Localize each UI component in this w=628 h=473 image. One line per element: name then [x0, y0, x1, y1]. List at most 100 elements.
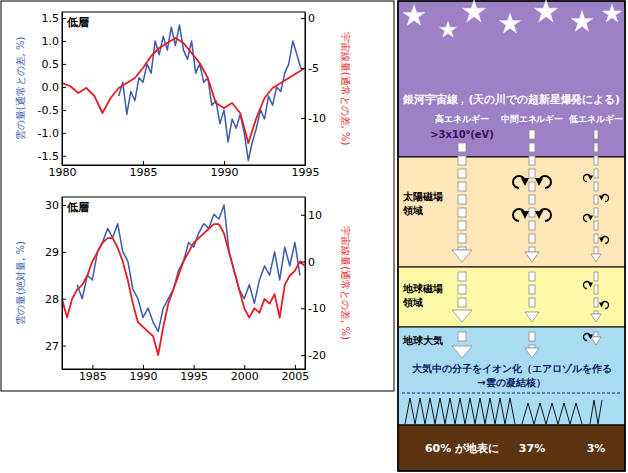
x-tick-label: 2000 [231, 370, 259, 383]
y2-tick-mark [301, 18, 305, 19]
ray-segment [458, 285, 466, 294]
x-tick-label: 1985 [130, 166, 158, 179]
deflected-particle [584, 334, 591, 341]
column-label: 低エネルギー [568, 114, 623, 124]
y2-axis-line [305, 198, 306, 370]
ray-segment [594, 156, 598, 165]
y2-tick-mark [301, 215, 305, 216]
y-tick: -1.0 [38, 127, 66, 140]
y-tick-label: 28 [45, 293, 59, 306]
y2-axis: -20-10010 [301, 198, 326, 370]
series-line [77, 205, 300, 332]
ray-segment [529, 234, 535, 243]
source-title: 銀河宇宙線，(天の川での超新星爆発による) [402, 93, 620, 106]
y2-tick: 0 [301, 256, 315, 269]
figure: 1980198519901995-1.5-1.0-0.50.00.51.01.5… [0, 0, 628, 473]
y2-tick-mark [301, 68, 305, 69]
y-tick: 28 [45, 293, 66, 306]
y-tick: 29 [45, 246, 66, 259]
ray-arrow [591, 272, 601, 322]
ray-arrow [525, 332, 539, 358]
ray-segment [594, 234, 598, 243]
x-tick-label: 2005 [281, 370, 309, 383]
y-tick-mark [62, 110, 66, 111]
star [603, 4, 622, 22]
deflected-particle [602, 302, 609, 309]
y2-tick-label: -10 [308, 302, 326, 315]
y2-tick: -10 [301, 302, 326, 315]
ray-segment [458, 208, 466, 217]
x-tick-mark [194, 365, 195, 369]
ray-segment [529, 345, 535, 348]
ionization-note: →雲の凝結核） [477, 377, 545, 388]
y-axis: 27282930 [45, 198, 66, 370]
ray-segment [529, 156, 535, 165]
ray-head [591, 337, 601, 345]
deflected-particle [513, 176, 525, 188]
ray-segment [529, 272, 535, 281]
ray-segment [594, 298, 598, 307]
ray-head [452, 346, 472, 358]
y2-tick-mark [301, 308, 305, 309]
y2-tick: -20 [301, 349, 326, 362]
y2-tick-label: -10 [308, 112, 326, 125]
solar-field-band [398, 157, 625, 267]
y-tick-label: 0.5 [42, 58, 60, 71]
y-tick-mark [62, 299, 66, 300]
ray-segment [529, 195, 535, 204]
y2-tick-label: -5 [308, 62, 319, 75]
plot-area [62, 25, 305, 161]
ray-segment [529, 130, 535, 139]
star [462, 0, 485, 22]
series-line [62, 38, 305, 143]
star [499, 13, 520, 33]
ray-segment [529, 285, 535, 294]
x-tick-label: 1995 [292, 166, 320, 179]
y-tick-label: 27 [45, 340, 59, 353]
x-tick: 1995 [180, 365, 208, 383]
x-tick: 1985 [130, 161, 158, 179]
ray-segment [458, 298, 466, 307]
chart-title: 低層 [66, 201, 89, 214]
diagram: 銀河宇宙線，(天の川での超新星爆発による)高エネルギー>3x10⁹(eV)60%… [398, 0, 625, 471]
cloud-layer-line [402, 393, 621, 394]
ray-arrow [525, 272, 539, 322]
deflected-particle [602, 195, 609, 202]
y2-axis-line [305, 13, 306, 166]
region-label: 太陽磁場領域 [402, 191, 443, 216]
y-axis-title: 雲の量(通常との差, %) [15, 37, 26, 141]
y2-tick: 0 [301, 12, 315, 25]
y-tick-mark [62, 205, 66, 206]
y-tick-label: 0.0 [42, 81, 60, 94]
y-tick: 0.0 [42, 81, 67, 94]
diagram-frame [398, 1, 625, 471]
y2-axis-title: 宇宙線量(通常との差, %) [340, 32, 351, 146]
ray-arrow [452, 143, 472, 262]
space-band [398, 1, 625, 157]
ray-head [525, 348, 539, 358]
ground-band [398, 425, 625, 471]
region-label-line: 領域 [402, 297, 423, 308]
ray-segment [594, 221, 598, 230]
y2-tick-mark [301, 118, 305, 119]
ray-segment [458, 247, 466, 250]
region-label: 地球大気 [402, 335, 443, 346]
star [439, 21, 456, 37]
x-tick: 2000 [231, 365, 259, 383]
particle-shower [590, 400, 602, 424]
chart-panel [1, 1, 394, 391]
y2-tick-mark [301, 355, 305, 356]
y-tick-label: -0.5 [38, 104, 59, 117]
plot-area [62, 205, 305, 355]
y-tick-mark [62, 133, 66, 134]
y2-tick-label: 0 [308, 256, 315, 269]
chart: 1985199019952000200527282930-20-10010雲の量… [15, 197, 351, 383]
x-tick-mark [244, 365, 245, 369]
ray-arrow [452, 332, 472, 358]
ray-segment [594, 247, 598, 254]
x-tick-label: 1990 [211, 166, 239, 179]
column-label: 中間エネルギー [501, 114, 563, 124]
y-tick-mark [62, 252, 66, 253]
y-tick-label: -1.5 [38, 150, 59, 163]
y-tick-mark [62, 87, 66, 88]
